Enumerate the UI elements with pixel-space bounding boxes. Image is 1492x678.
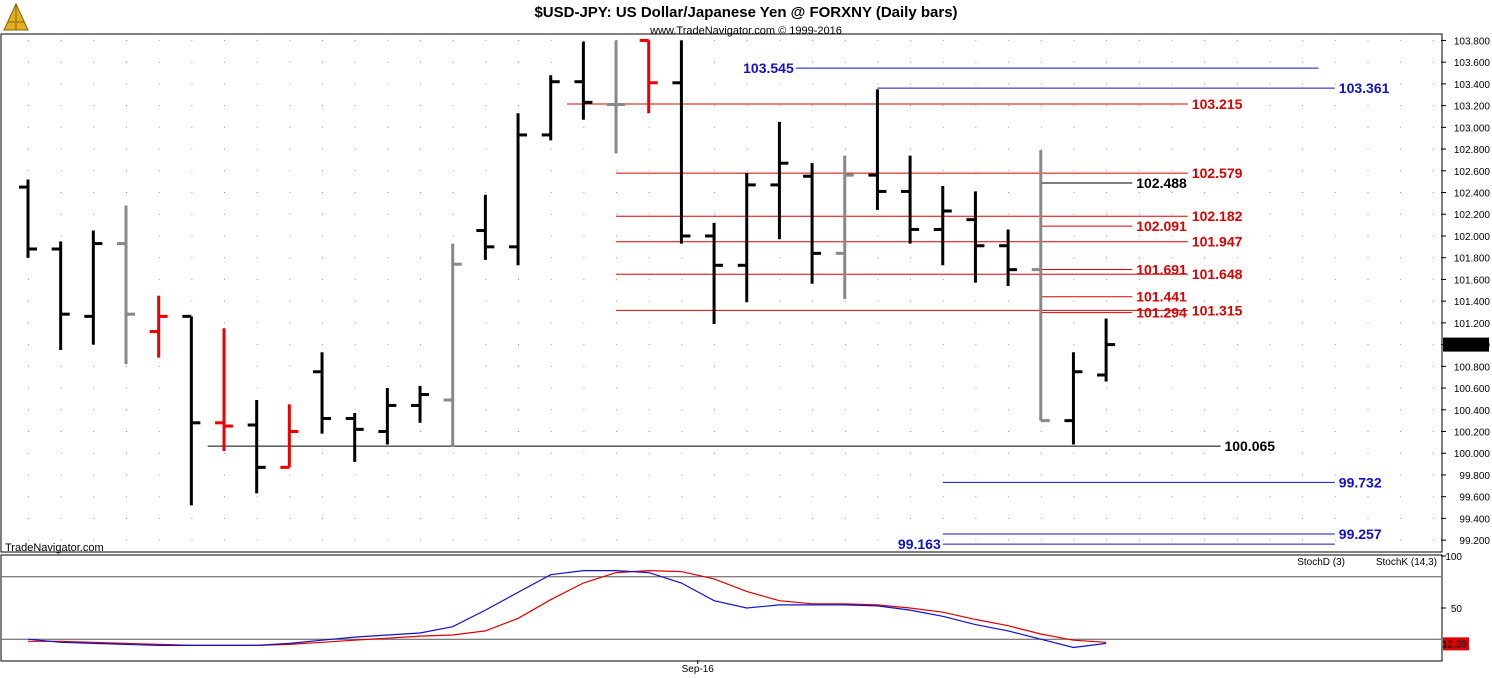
y-tick-label: 103.800: [1454, 36, 1491, 47]
ohlc-bar: [737, 172, 756, 303]
y-tick-label: 100.400: [1454, 406, 1491, 417]
ohlc-bar: [705, 222, 724, 324]
ohlc-bar: [84, 230, 103, 345]
stoch-last-tag: [1443, 637, 1469, 651]
y-tick-label: 102.400: [1454, 189, 1491, 200]
ohlc-bar: [541, 75, 560, 141]
ohlc-bar: [215, 328, 234, 452]
ohlc-bar: [639, 38, 658, 114]
ohlc-bar: [868, 89, 887, 210]
level-label: 101.294: [1136, 305, 1187, 321]
last-price-label: 101.000: [1452, 341, 1489, 352]
level-label: 99.257: [1339, 526, 1382, 542]
ohlc-bar: [117, 205, 136, 365]
level-label: 101.691: [1136, 262, 1187, 278]
stoch-legend-entry: StochD (3): [1297, 557, 1345, 568]
price-axis: 103.800 103.600 103.400 103.200 103.000 102.8…: [1441, 36, 1490, 547]
level-label: 102.579: [1192, 165, 1243, 181]
ohlc-bar: [803, 163, 822, 284]
level-label: 102.488: [1136, 175, 1187, 191]
stoch-grid: [2, 576, 1441, 640]
y-tick-label: 100.000: [1454, 449, 1491, 460]
y-tick-label: 99.200: [1459, 536, 1490, 547]
ohlc-bar: [933, 185, 952, 266]
ohlc-bar: [411, 385, 430, 423]
ohlc-bar: [19, 179, 37, 258]
level-label: 102.182: [1192, 208, 1243, 224]
price-panel-frame: [0, 33, 1443, 553]
ohlc-bar: [313, 352, 332, 434]
y-tick-label: 100.600: [1454, 384, 1491, 395]
ohlc-bar: [770, 121, 789, 240]
ohlc-bar: [182, 314, 201, 506]
level-label: 99.163: [898, 536, 941, 552]
level-label: 100.065: [1224, 438, 1275, 454]
chart-subtitle: www.TradeNavigator.com © 1999-2016: [649, 25, 842, 37]
x-axis: Sep-16Oct-16: [682, 660, 715, 675]
level-label: 99.732: [1339, 474, 1382, 490]
y-tick-label: 103.400: [1454, 80, 1491, 91]
x-tick-label: Sep-16: [682, 664, 715, 675]
y-tick-label: 102.600: [1454, 167, 1491, 178]
stoch-series-line: [27, 569, 1107, 649]
y-tick-label: 103.200: [1454, 102, 1491, 113]
ohlc-bar: [672, 40, 691, 244]
stoch-legend: StochD (3) StochK (14,3): [1297, 557, 1437, 568]
ohlc-bar: [574, 41, 593, 120]
y-tick-label: 101.400: [1454, 297, 1491, 308]
price-levels: 103.545 103.361 103.215 102.579 102.488 102.1…: [207, 60, 1390, 552]
stoch-lines: [27, 569, 1107, 649]
ohlc-bar: [247, 400, 266, 494]
y-tick-label: 102.000: [1454, 232, 1491, 243]
watermark-text: TradeNavigator.com: [5, 542, 104, 554]
ohlc-bar: [1064, 352, 1083, 445]
stoch-tick-label: 100: [1445, 552, 1462, 563]
ohlc-bar: [345, 413, 364, 462]
last-price-tag: [1443, 337, 1489, 352]
ohlc-bar: [509, 113, 528, 266]
ohlc-bar: [149, 295, 168, 358]
stoch-tick-label: 50: [1451, 604, 1463, 615]
y-tick-label: 103.600: [1454, 58, 1491, 69]
level-label: 101.315: [1192, 302, 1243, 318]
y-tick-label: 99.800: [1459, 471, 1490, 482]
level-label: 103.215: [1192, 96, 1243, 112]
ohlc-bar: [443, 243, 462, 447]
stoch-axis: 100 50 12.39: [1441, 552, 1469, 651]
ohlc-bar: [378, 388, 397, 445]
level-label: 101.947: [1192, 234, 1243, 250]
pyramid-logo-icon: [3, 2, 29, 31]
level-label: 102.091: [1136, 218, 1187, 234]
y-tick-label: 102.200: [1454, 210, 1491, 221]
ohlc-bar: [1097, 318, 1116, 382]
ohlc-bar: [901, 155, 920, 244]
y-tick-label: 100.200: [1454, 428, 1491, 439]
ohlc-bar: [1031, 150, 1050, 423]
level-label: 103.545: [743, 60, 794, 76]
price-bars: [19, 38, 1116, 506]
y-tick-label: 102.800: [1454, 145, 1491, 156]
ohlc-bar: [999, 229, 1018, 286]
y-tick-label: 101.200: [1454, 319, 1491, 330]
ohlc-bar: [966, 191, 985, 283]
ohlc-bar: [280, 404, 299, 469]
ohlc-bar: [835, 155, 854, 299]
y-tick-label: 101.800: [1454, 254, 1491, 265]
ohlc-bar: [51, 241, 70, 351]
level-label: 101.441: [1136, 289, 1187, 305]
ohlc-bar: [607, 40, 626, 154]
chart-title: $USD-JPY: US Dollar/Japanese Yen @ FORXN…: [534, 4, 957, 21]
ohlc-bar: [476, 194, 495, 260]
stoch-last-label: 12.39: [1442, 639, 1467, 650]
stoch-legend-entry: StochK (14,3): [1376, 557, 1437, 568]
y-tick-label: 99.400: [1459, 514, 1490, 525]
y-tick-label: 103.000: [1454, 123, 1491, 134]
y-tick-label: 99.600: [1459, 493, 1490, 504]
level-label: 101.648: [1192, 266, 1243, 282]
level-label: 103.361: [1339, 80, 1390, 96]
y-tick-label: 101.600: [1454, 275, 1491, 286]
y-tick-label: 100.800: [1454, 362, 1491, 373]
